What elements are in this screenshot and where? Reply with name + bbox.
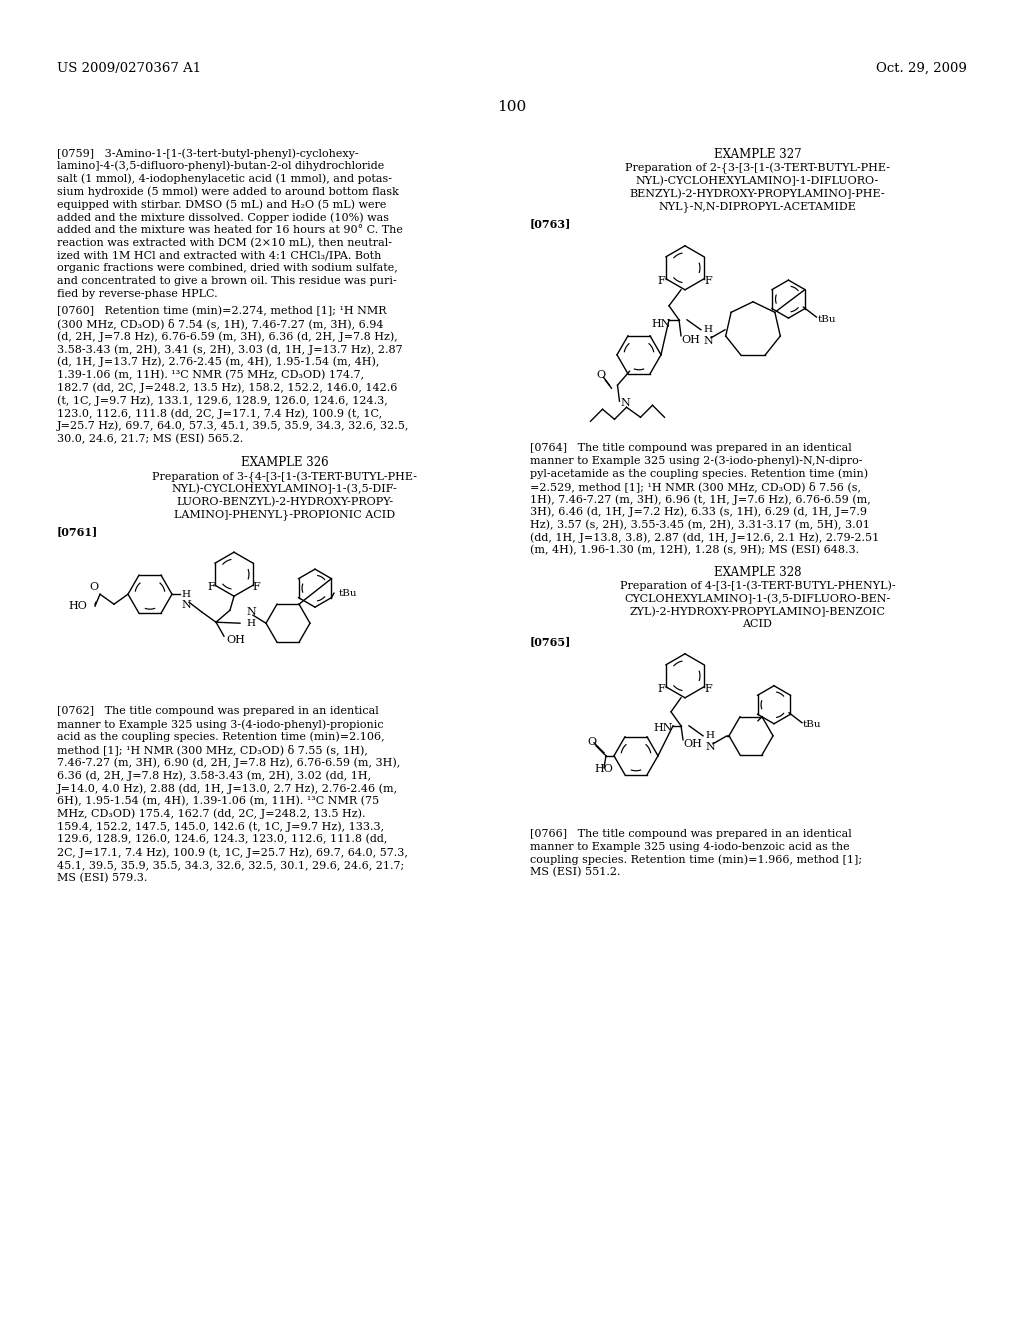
- Text: H: H: [246, 619, 255, 628]
- Text: OH: OH: [683, 739, 701, 748]
- Text: tBu: tBu: [339, 589, 357, 598]
- Text: N: N: [181, 601, 190, 610]
- Text: salt (1 mmol), 4-iodophenylacetic acid (1 mmol), and potas-: salt (1 mmol), 4-iodophenylacetic acid (…: [57, 174, 392, 185]
- Text: F: F: [208, 582, 215, 593]
- Text: F: F: [705, 276, 713, 286]
- Text: N: N: [621, 399, 630, 408]
- Text: ZYL)-2-HYDROXY-PROPYLAMINO]-BENZOIC: ZYL)-2-HYDROXY-PROPYLAMINO]-BENZOIC: [630, 606, 886, 616]
- Text: equipped with stirbar. DMSO (5 mL) and H₂O (5 mL) were: equipped with stirbar. DMSO (5 mL) and H…: [57, 199, 386, 210]
- Text: F: F: [705, 684, 713, 694]
- Text: ACID: ACID: [742, 619, 772, 630]
- Text: F: F: [253, 582, 260, 593]
- Text: O: O: [89, 582, 98, 593]
- Text: 6.36 (d, 2H, J=7.8 Hz), 3.58-3.43 (m, 2H), 3.02 (dd, 1H,: 6.36 (d, 2H, J=7.8 Hz), 3.58-3.43 (m, 2H…: [57, 770, 371, 780]
- Text: manner to Example 325 using 2-(3-iodo-phenyl)-N,N-dipro-: manner to Example 325 using 2-(3-iodo-ph…: [530, 455, 862, 466]
- Text: LUORO-BENZYL)-2-HYDROXY-PROPY-: LUORO-BENZYL)-2-HYDROXY-PROPY-: [176, 496, 393, 507]
- Text: (d, 2H, J=7.8 Hz), 6.76-6.59 (m, 3H), 6.36 (d, 2H, J=7.8 Hz),: (d, 2H, J=7.8 Hz), 6.76-6.59 (m, 3H), 6.…: [57, 331, 397, 342]
- Text: HO: HO: [595, 764, 613, 774]
- Text: tBu: tBu: [803, 721, 821, 729]
- Text: N: N: [703, 335, 713, 346]
- Text: MS (ESI) 579.3.: MS (ESI) 579.3.: [57, 873, 147, 883]
- Text: 3.58-3.43 (m, 2H), 3.41 (s, 2H), 3.03 (d, 1H, J=13.7 Hz), 2.87: 3.58-3.43 (m, 2H), 3.41 (s, 2H), 3.03 (d…: [57, 345, 402, 355]
- Text: J=25.7 Hz), 69.7, 64.0, 57.3, 45.1, 39.5, 35.9, 34.3, 32.6, 32.5,: J=25.7 Hz), 69.7, 64.0, 57.3, 45.1, 39.5…: [57, 421, 410, 432]
- Text: LAMINO]-PHENYL}-PROPIONIC ACID: LAMINO]-PHENYL}-PROPIONIC ACID: [174, 510, 395, 520]
- Text: EXAMPLE 326: EXAMPLE 326: [241, 457, 329, 470]
- Text: H: H: [181, 590, 190, 599]
- Text: O: O: [596, 370, 605, 380]
- Text: J=14.0, 4.0 Hz), 2.88 (dd, 1H, J=13.0, 2.7 Hz), 2.76-2.46 (m,: J=14.0, 4.0 Hz), 2.88 (dd, 1H, J=13.0, 2…: [57, 783, 398, 793]
- Text: =2.529, method [1]; ¹H NMR (300 MHz, CD₃OD) δ 7.56 (s,: =2.529, method [1]; ¹H NMR (300 MHz, CD₃…: [530, 482, 861, 492]
- Text: 7.46-7.27 (m, 3H), 6.90 (d, 2H, J=7.8 Hz), 6.76-6.59 (m, 3H),: 7.46-7.27 (m, 3H), 6.90 (d, 2H, J=7.8 Hz…: [57, 758, 400, 768]
- Text: CYCLOHEXYLAMINO]-1-(3,5-DIFLUORO-BEN-: CYCLOHEXYLAMINO]-1-(3,5-DIFLUORO-BEN-: [625, 594, 891, 605]
- Text: (dd, 1H, J=13.8, 3.8), 2.87 (dd, 1H, J=12.6, 2.1 Hz), 2.79-2.51: (dd, 1H, J=13.8, 3.8), 2.87 (dd, 1H, J=1…: [530, 532, 880, 543]
- Text: ized with 1M HCl and extracted with 4:1 CHCl₃/IPA. Both: ized with 1M HCl and extracted with 4:1 …: [57, 251, 381, 260]
- Text: (d, 1H, J=13.7 Hz), 2.76-2.45 (m, 4H), 1.95-1.54 (m, 4H),: (d, 1H, J=13.7 Hz), 2.76-2.45 (m, 4H), 1…: [57, 356, 379, 367]
- Text: tBu: tBu: [817, 314, 836, 323]
- Text: Hz), 3.57 (s, 2H), 3.55-3.45 (m, 2H), 3.31-3.17 (m, 5H), 3.01: Hz), 3.57 (s, 2H), 3.55-3.45 (m, 2H), 3.…: [530, 520, 869, 529]
- Text: [0764]   The title compound was prepared in an identical: [0764] The title compound was prepared i…: [530, 442, 852, 453]
- Text: acid as the coupling species. Retention time (min)=2.106,: acid as the coupling species. Retention …: [57, 731, 385, 742]
- Text: 129.6, 128.9, 126.0, 124.6, 124.3, 123.0, 112.6, 111.8 (dd,: 129.6, 128.9, 126.0, 124.6, 124.3, 123.0…: [57, 834, 387, 845]
- Text: manner to Example 325 using 4-iodo-benzoic acid as the: manner to Example 325 using 4-iodo-benzo…: [530, 842, 850, 851]
- Text: MS (ESI) 551.2.: MS (ESI) 551.2.: [530, 867, 621, 878]
- Text: Oct. 29, 2009: Oct. 29, 2009: [877, 62, 967, 75]
- Text: [0766]   The title compound was prepared in an identical: [0766] The title compound was prepared i…: [530, 829, 852, 838]
- Text: N: N: [246, 607, 256, 618]
- Text: Preparation of 3-{4-[3-[1-(3-TERT-BUTYL-PHE-: Preparation of 3-{4-[3-[1-(3-TERT-BUTYL-…: [152, 471, 417, 483]
- Text: [0762]   The title compound was prepared in an identical: [0762] The title compound was prepared i…: [57, 706, 379, 717]
- Text: added and the mixture was heated for 16 hours at 90° C. The: added and the mixture was heated for 16 …: [57, 224, 402, 235]
- Text: 1H), 7.46-7.27 (m, 3H), 6.96 (t, 1H, J=7.6 Hz), 6.76-6.59 (m,: 1H), 7.46-7.27 (m, 3H), 6.96 (t, 1H, J=7…: [530, 494, 870, 504]
- Text: H: H: [703, 325, 712, 334]
- Text: [0760]   Retention time (min)=2.274, method [1]; ¹H NMR: [0760] Retention time (min)=2.274, metho…: [57, 306, 386, 315]
- Text: and concentrated to give a brown oil. This residue was puri-: and concentrated to give a brown oil. Th…: [57, 276, 396, 286]
- Text: HO: HO: [68, 601, 87, 611]
- Text: 30.0, 24.6, 21.7; MS (ESI) 565.2.: 30.0, 24.6, 21.7; MS (ESI) 565.2.: [57, 433, 244, 444]
- Text: [0763]: [0763]: [530, 218, 571, 228]
- Text: 45.1, 39.5, 35.9, 35.5, 34.3, 32.6, 32.5, 30.1, 29.6, 24.6, 21.7;: 45.1, 39.5, 35.9, 35.5, 34.3, 32.6, 32.5…: [57, 859, 404, 870]
- Text: F: F: [657, 276, 666, 286]
- Text: (300 MHz, CD₃OD) δ 7.54 (s, 1H), 7.46-7.27 (m, 3H), 6.94: (300 MHz, CD₃OD) δ 7.54 (s, 1H), 7.46-7.…: [57, 318, 384, 329]
- Text: (m, 4H), 1.96-1.30 (m, 12H), 1.28 (s, 9H); MS (ESI) 648.3.: (m, 4H), 1.96-1.30 (m, 12H), 1.28 (s, 9H…: [530, 545, 859, 556]
- Text: manner to Example 325 using 3-(4-iodo-phenyl)-propionic: manner to Example 325 using 3-(4-iodo-ph…: [57, 719, 384, 730]
- Text: sium hydroxide (5 mmol) were added to around bottom flask: sium hydroxide (5 mmol) were added to ar…: [57, 186, 399, 197]
- Text: pyl-acetamide as the coupling species. Retention time (min): pyl-acetamide as the coupling species. R…: [530, 469, 868, 479]
- Text: HN: HN: [651, 319, 671, 329]
- Text: lamino]-4-(3,5-difluoro-phenyl)-butan-2-ol dihydrochloride: lamino]-4-(3,5-difluoro-phenyl)-butan-2-…: [57, 161, 384, 172]
- Text: US 2009/0270367 A1: US 2009/0270367 A1: [57, 62, 201, 75]
- Text: fied by reverse-phase HPLC.: fied by reverse-phase HPLC.: [57, 289, 218, 298]
- Text: 159.4, 152.2, 147.5, 145.0, 142.6 (t, 1C, J=9.7 Hz), 133.3,: 159.4, 152.2, 147.5, 145.0, 142.6 (t, 1C…: [57, 821, 384, 832]
- Text: organic fractions were combined, dried with sodium sulfate,: organic fractions were combined, dried w…: [57, 263, 397, 273]
- Text: O: O: [588, 737, 597, 747]
- Text: NYL}-N,N-DIPROPYL-ACETAMIDE: NYL}-N,N-DIPROPYL-ACETAMIDE: [658, 201, 856, 213]
- Text: EXAMPLE 328: EXAMPLE 328: [714, 566, 801, 579]
- Text: NYL)-CYCLOHEXYLAMINO]-1-DIFLUORO-: NYL)-CYCLOHEXYLAMINO]-1-DIFLUORO-: [636, 176, 880, 186]
- Text: Preparation of 2-{3-[3-[1-(3-TERT-BUTYL-PHE-: Preparation of 2-{3-[3-[1-(3-TERT-BUTYL-…: [625, 162, 890, 174]
- Text: coupling species. Retention time (min)=1.966, method [1];: coupling species. Retention time (min)=1…: [530, 854, 862, 865]
- Text: 6H), 1.95-1.54 (m, 4H), 1.39-1.06 (m, 11H). ¹³C NMR (75: 6H), 1.95-1.54 (m, 4H), 1.39-1.06 (m, 11…: [57, 796, 379, 807]
- Text: 182.7 (dd, 2C, J=248.2, 13.5 Hz), 158.2, 152.2, 146.0, 142.6: 182.7 (dd, 2C, J=248.2, 13.5 Hz), 158.2,…: [57, 383, 397, 393]
- Text: MHz, CD₃OD) 175.4, 162.7 (dd, 2C, J=248.2, 13.5 Hz).: MHz, CD₃OD) 175.4, 162.7 (dd, 2C, J=248.…: [57, 809, 366, 820]
- Text: 100: 100: [498, 100, 526, 114]
- Text: 123.0, 112.6, 111.8 (dd, 2C, J=17.1, 7.4 Hz), 100.9 (t, 1C,: 123.0, 112.6, 111.8 (dd, 2C, J=17.1, 7.4…: [57, 408, 382, 418]
- Text: (t, 1C, J=9.7 Hz), 133.1, 129.6, 128.9, 126.0, 124.6, 124.3,: (t, 1C, J=9.7 Hz), 133.1, 129.6, 128.9, …: [57, 395, 388, 405]
- Text: added and the mixture dissolved. Copper iodide (10%) was: added and the mixture dissolved. Copper …: [57, 213, 389, 223]
- Text: 3H), 6.46 (d, 1H, J=7.2 Hz), 6.33 (s, 1H), 6.29 (d, 1H, J=7.9: 3H), 6.46 (d, 1H, J=7.2 Hz), 6.33 (s, 1H…: [530, 507, 867, 517]
- Text: [0759]   3-Amino-1-[1-(3-tert-butyl-phenyl)-cyclohexy-: [0759] 3-Amino-1-[1-(3-tert-butyl-phenyl…: [57, 148, 358, 158]
- Text: [0761]: [0761]: [57, 527, 98, 537]
- Text: OH: OH: [226, 635, 245, 645]
- Text: OH: OH: [681, 335, 699, 345]
- Text: H: H: [705, 731, 714, 741]
- Text: N: N: [705, 742, 715, 752]
- Text: 1.39-1.06 (m, 11H). ¹³C NMR (75 MHz, CD₃OD) 174.7,: 1.39-1.06 (m, 11H). ¹³C NMR (75 MHz, CD₃…: [57, 370, 365, 380]
- Text: BENZYL)-2-HYDROXY-PROPYLAMINO]-PHE-: BENZYL)-2-HYDROXY-PROPYLAMINO]-PHE-: [630, 189, 886, 199]
- Text: [0765]: [0765]: [530, 636, 571, 647]
- Text: NYL)-CYCLOHEXYLAMINO]-1-(3,5-DIF-: NYL)-CYCLOHEXYLAMINO]-1-(3,5-DIF-: [172, 484, 397, 495]
- Text: EXAMPLE 327: EXAMPLE 327: [714, 148, 802, 161]
- Text: method [1]; ¹H NMR (300 MHz, CD₃OD) δ 7.55 (s, 1H),: method [1]; ¹H NMR (300 MHz, CD₃OD) δ 7.…: [57, 744, 368, 755]
- Text: Preparation of 4-[3-[1-(3-TERT-BUTYL-PHENYL)-: Preparation of 4-[3-[1-(3-TERT-BUTYL-PHE…: [620, 581, 895, 591]
- Text: F: F: [657, 684, 666, 694]
- Text: 2C, J=17.1, 7.4 Hz), 100.9 (t, 1C, J=25.7 Hz), 69.7, 64.0, 57.3,: 2C, J=17.1, 7.4 Hz), 100.9 (t, 1C, J=25.…: [57, 847, 408, 858]
- Text: HN: HN: [653, 723, 673, 733]
- Text: reaction was extracted with DCM (2×10 mL), then neutral-: reaction was extracted with DCM (2×10 mL…: [57, 238, 392, 248]
